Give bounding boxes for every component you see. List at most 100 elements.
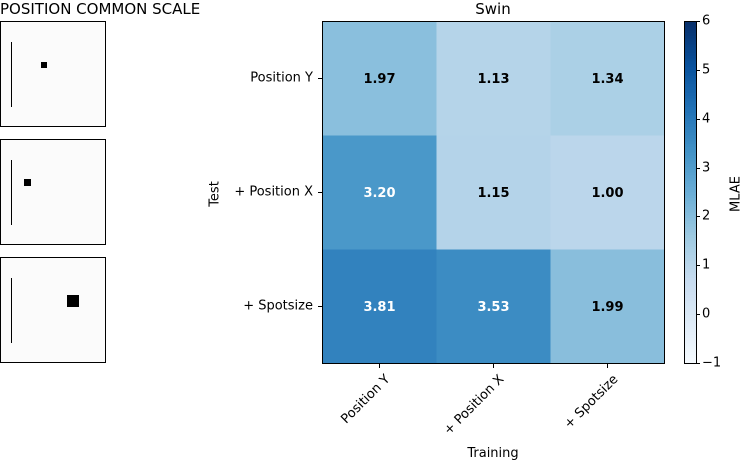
colorbar-segment (684, 126, 697, 131)
colorbar-segment (684, 181, 697, 185)
stimulus-reference-line (11, 278, 12, 343)
colorbar-segment (684, 146, 697, 151)
heatmap-cell (550, 21, 665, 136)
colorbar-segment (684, 172, 697, 176)
heatmap-cell (436, 249, 551, 364)
colorbar-segment (684, 206, 697, 211)
colorbar-segment (684, 44, 697, 48)
chart-title: Swin (475, 0, 511, 18)
colorbar-segment (684, 286, 697, 290)
colorbar-segment (684, 75, 697, 80)
colorbar-segment (684, 95, 697, 100)
colorbar-tick-label: 1 (702, 257, 711, 273)
colorbar-segment (684, 169, 697, 174)
colorbar-segment (684, 203, 697, 208)
y-tick-label: + Position X (234, 184, 313, 200)
colorbar-segment (684, 223, 697, 228)
colorbar-segment (684, 107, 697, 111)
colorbar-segment (684, 115, 697, 119)
colorbar-segment (684, 260, 697, 265)
colorbar-segment (684, 98, 697, 102)
colorbar-segment (684, 215, 697, 219)
heatmap-cell-value: 3.20 (363, 186, 395, 201)
colorbar-segment (684, 47, 697, 51)
colorbar-segment (684, 340, 697, 345)
colorbar-segment (684, 306, 697, 310)
colorbar-segment (684, 292, 697, 296)
colorbar-segment (684, 24, 697, 28)
heatmap-cell (322, 135, 437, 250)
colorbar-segment (684, 297, 697, 302)
colorbar-segment (684, 55, 697, 60)
colorbar-segment (684, 212, 697, 216)
colorbar-segment (684, 315, 697, 319)
colorbar-tick-label: 4 (702, 111, 711, 127)
colorbar-segment (684, 249, 697, 253)
heatmap-cell-value: 1.15 (477, 186, 509, 201)
heatmap-cell-value: 1.00 (591, 186, 623, 201)
colorbar-segment (684, 84, 697, 88)
colorbar-segment (684, 346, 697, 350)
colorbar-tick (696, 21, 700, 22)
colorbar-segment (684, 335, 697, 339)
colorbar-tick-label: 5 (702, 62, 711, 78)
colorbar-segment (684, 280, 697, 285)
x-axis-title: Training (467, 446, 519, 461)
heatmap-cell-value: 1.97 (363, 72, 395, 87)
x-tick-label: Position Y (338, 372, 394, 427)
colorbar-segment (684, 275, 697, 279)
colorbar-segment (684, 104, 697, 108)
colorbar-segment (684, 166, 697, 171)
colorbar-tick-label: 2 (702, 208, 711, 224)
heatmap-cell-value: 1.13 (477, 72, 509, 87)
heatmap-cell-value: 1.99 (591, 300, 623, 315)
colorbar-tick-label: −1 (702, 355, 722, 371)
y-tick (318, 192, 322, 193)
colorbar-segment (684, 158, 697, 162)
x-tick (379, 364, 380, 368)
colorbar-segment (684, 337, 697, 342)
colorbar-tick (696, 216, 700, 218)
colorbar-tick (696, 265, 700, 267)
stimulus-image-3 (0, 257, 106, 363)
heatmap-cell (550, 249, 665, 364)
heatmap-grid: 1.97 1.13 1.34 3.20 1.15 1.00 3.81 3.53 1.99 (322, 21, 665, 364)
heatmap-cell (322, 21, 437, 136)
colorbar-segment (684, 92, 697, 97)
colorbar-segment (684, 295, 697, 299)
colorbar-segment (684, 243, 697, 248)
heatmap-cell (322, 249, 437, 364)
colorbar-segment (684, 141, 697, 145)
colorbar-segment (684, 138, 697, 142)
colorbar-tick (696, 69, 700, 71)
colorbar-segment (684, 52, 697, 57)
colorbar-segment (684, 329, 697, 333)
colorbar-segment (684, 129, 697, 134)
colorbar-segment (684, 238, 697, 242)
colorbar-segment (684, 183, 697, 188)
colorbar-segment (684, 303, 697, 308)
colorbar-tick (696, 363, 700, 364)
colorbar-segment (684, 349, 697, 353)
colorbar-segment (684, 226, 697, 231)
stimulus-reference-line (11, 160, 12, 225)
y-tick-label: Position Y (250, 70, 313, 86)
colorbar-segment (684, 132, 697, 137)
heatmap-frame (322, 21, 665, 364)
stimulus-panel-title: POSITION COMMON SCALE (0, 0, 201, 18)
stimulus-spot (24, 179, 31, 186)
colorbar-segment (684, 89, 697, 94)
colorbar-tick-label: 3 (702, 160, 711, 176)
y-axis-title: Test (207, 181, 223, 207)
colorbar-segment (684, 320, 697, 325)
colorbar-segment (684, 69, 697, 74)
colorbar-segment (684, 195, 697, 199)
heatmap-cell-value: 3.81 (363, 300, 395, 315)
colorbar-segment (684, 121, 697, 125)
colorbar-tick (696, 118, 700, 120)
colorbar-segment (684, 175, 697, 179)
colorbar-segment (684, 112, 697, 117)
colorbar-segment (684, 21, 697, 25)
y-tick (318, 306, 322, 307)
colorbar-segment (684, 326, 697, 330)
